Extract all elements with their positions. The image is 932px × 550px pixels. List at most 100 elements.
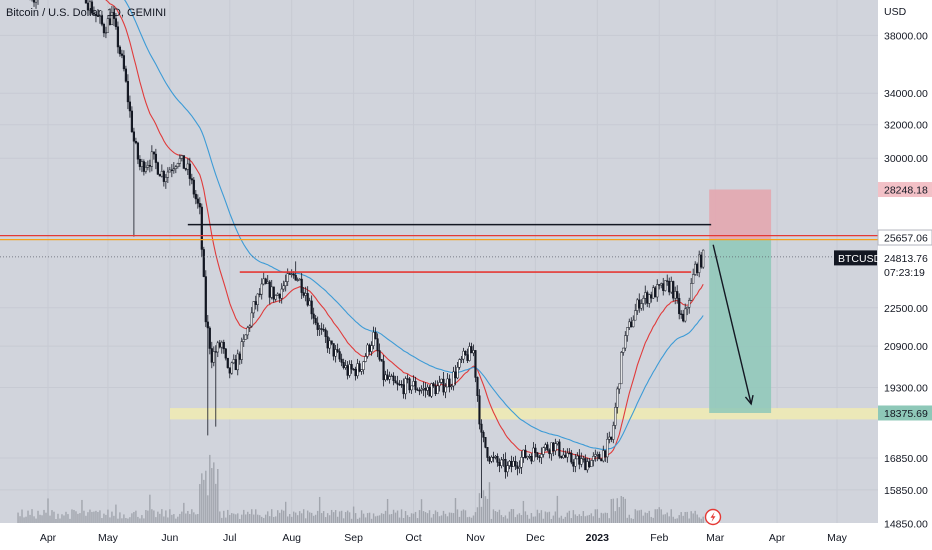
volume-bar xyxy=(43,509,45,523)
candle-body xyxy=(310,300,313,315)
volume-bar xyxy=(304,518,307,523)
currency-label: USD xyxy=(884,6,907,18)
candle-body xyxy=(316,322,319,330)
candle-body xyxy=(372,332,375,346)
volume-bar xyxy=(584,516,587,523)
volume-bar xyxy=(283,510,285,523)
volume-bar xyxy=(51,510,53,523)
candle-body xyxy=(362,361,365,370)
price-axis[interactable] xyxy=(878,0,932,550)
volume-bar xyxy=(572,510,575,523)
volume-bar xyxy=(255,509,257,523)
candle-body xyxy=(472,350,475,354)
volume-bar xyxy=(213,462,215,523)
candle-body xyxy=(562,454,565,458)
candle-body xyxy=(614,407,617,426)
volume-bar xyxy=(602,513,605,523)
candle-body xyxy=(674,291,677,299)
volume-bar xyxy=(239,518,241,523)
volume-bar xyxy=(508,511,511,523)
symbol-tag: BTCUSD xyxy=(834,250,882,266)
candle-body xyxy=(588,461,591,468)
candle-body xyxy=(416,389,419,391)
candle-body xyxy=(638,299,641,309)
volume-bar xyxy=(131,513,133,523)
volume-bar xyxy=(133,512,135,523)
volume-bar xyxy=(622,496,624,523)
volume-bar xyxy=(221,517,223,523)
candle-body xyxy=(332,343,335,357)
candle-body xyxy=(570,452,573,463)
volume-bar xyxy=(328,515,331,523)
candle-body xyxy=(616,388,619,408)
candle-body xyxy=(312,313,315,319)
candle-body xyxy=(192,179,195,195)
symbol-tag-label: BTCUSD xyxy=(838,253,882,265)
volume-bar xyxy=(352,506,355,523)
volume-bar xyxy=(652,517,654,523)
volume-bar xyxy=(616,498,618,523)
candle-body xyxy=(202,249,205,277)
volume-bar xyxy=(614,511,616,523)
volume-bar xyxy=(324,517,327,523)
volume-bar xyxy=(181,511,183,523)
candle-body xyxy=(320,328,323,330)
volume-bar xyxy=(127,518,129,523)
candle-body xyxy=(458,359,461,368)
volume-bar xyxy=(217,468,219,523)
volume-bar xyxy=(408,516,411,523)
candle-body xyxy=(636,299,639,311)
volume-bar xyxy=(229,514,231,523)
candle-body xyxy=(346,365,349,376)
candle-body xyxy=(160,171,163,177)
volume-bar xyxy=(450,512,453,523)
drawings xyxy=(0,223,878,406)
volume-bar xyxy=(207,495,209,523)
candle-body xyxy=(594,454,597,457)
candle-body xyxy=(682,313,685,322)
candle-body xyxy=(116,26,120,48)
volume-bar xyxy=(682,515,684,523)
volume-bar xyxy=(173,514,175,523)
volume-bar xyxy=(75,511,77,523)
support-zone xyxy=(170,408,878,420)
candle-body xyxy=(378,350,381,360)
candle-body xyxy=(324,329,327,337)
time-tick-label: Feb xyxy=(650,532,668,544)
candle-body xyxy=(702,249,705,268)
volume-bar xyxy=(402,517,405,523)
candle-body xyxy=(446,378,449,388)
candle-body xyxy=(546,444,549,451)
volume-bar xyxy=(85,515,87,523)
volume-bar xyxy=(390,514,393,523)
candle-body xyxy=(408,378,411,391)
volume-bar xyxy=(552,515,555,523)
volume-bar xyxy=(510,509,513,523)
candle-body xyxy=(204,276,207,323)
time-axis[interactable] xyxy=(0,523,932,550)
volume-bar xyxy=(292,511,295,523)
volume-bar xyxy=(29,514,31,523)
volume-bar xyxy=(692,513,694,523)
candle-body xyxy=(132,131,135,142)
volume-bar xyxy=(430,517,433,523)
volume-bar xyxy=(374,516,377,523)
volume-bar xyxy=(388,514,391,523)
volume-bar xyxy=(686,511,688,523)
volume-bar xyxy=(502,517,505,523)
candle-body xyxy=(606,439,609,458)
lightning-icon[interactable] xyxy=(704,508,722,526)
candle-body xyxy=(438,382,441,387)
volume-bar xyxy=(35,518,37,523)
volume-bar xyxy=(522,500,525,523)
volume-bar xyxy=(71,509,73,523)
volume-bar xyxy=(31,509,33,523)
candle-body xyxy=(366,344,369,357)
volume-bar xyxy=(664,514,666,523)
time-tick-label: Sep xyxy=(344,532,363,544)
candle-body xyxy=(282,285,285,290)
volume-bar xyxy=(474,512,477,523)
volume-bar xyxy=(183,502,185,523)
volume-bar xyxy=(159,513,161,523)
